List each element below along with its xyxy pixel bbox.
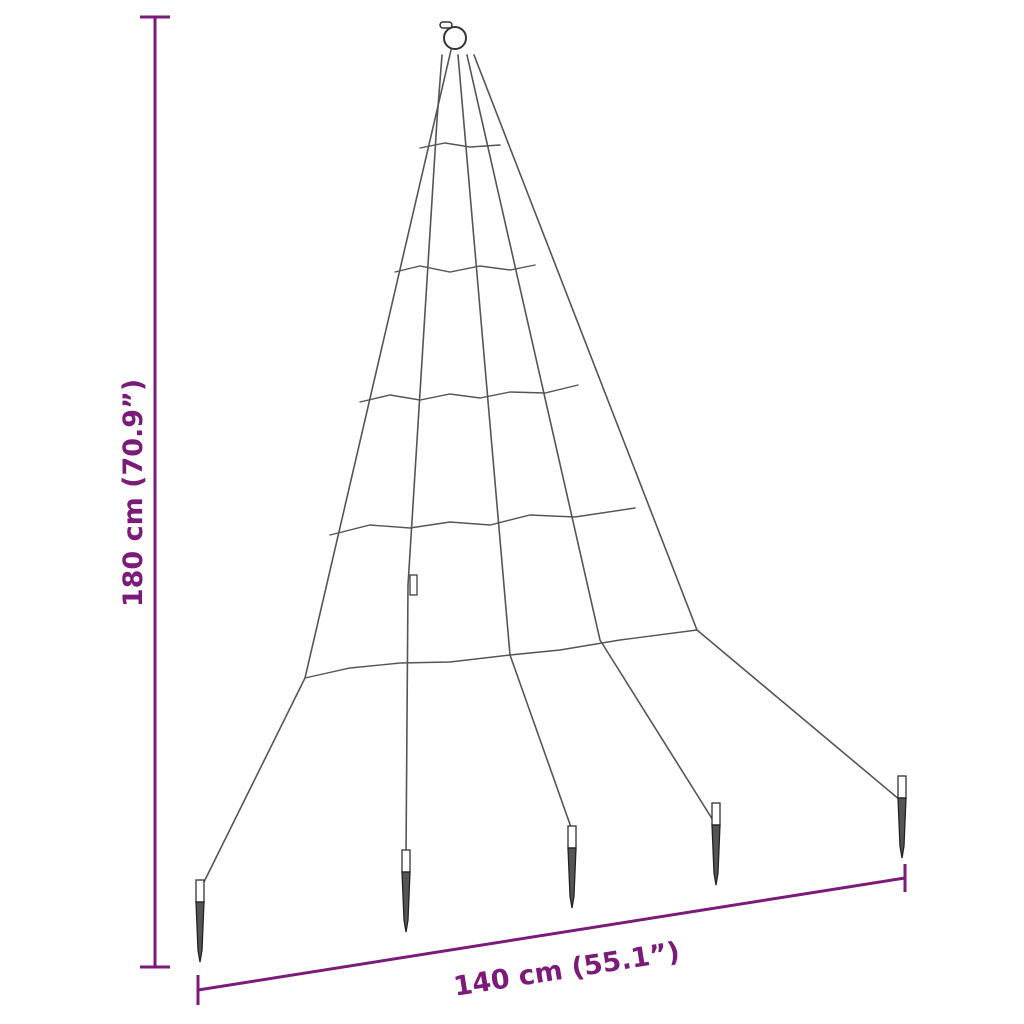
light-strand [466, 54, 717, 826]
light-ring [419, 142, 501, 149]
ground-stake-icon [195, 901, 205, 963]
width-label: 140 cm (55.1”) [451, 936, 681, 1002]
ground-stake-icon [897, 797, 907, 859]
light-ring [394, 264, 536, 273]
controller-box [409, 574, 418, 596]
ground-stake-icon [567, 847, 577, 909]
ground-stake-cap [567, 825, 577, 849]
light-ring [304, 629, 698, 679]
light-strand [199, 49, 452, 891]
ground-stake-cap [897, 775, 907, 799]
light-strand [405, 54, 443, 856]
light-strand [473, 54, 901, 801]
height-label: 180 cm (70.9”) [118, 379, 149, 607]
light-ring [329, 507, 636, 536]
width-dimension-line [197, 876, 906, 992]
plug-connector [439, 21, 453, 29]
light-tree [195, 21, 907, 963]
ground-stake-cap [401, 849, 411, 873]
ground-stake-cap [195, 879, 205, 903]
ground-stake-icon [401, 871, 411, 933]
ground-stake-cap [711, 802, 721, 826]
dimension-lines: 180 cm (70.9”) 140 cm (55.1”) [118, 15, 907, 1005]
hanging-ring [443, 26, 467, 50]
light-ring [359, 384, 579, 403]
ground-stake-icon [711, 824, 721, 886]
